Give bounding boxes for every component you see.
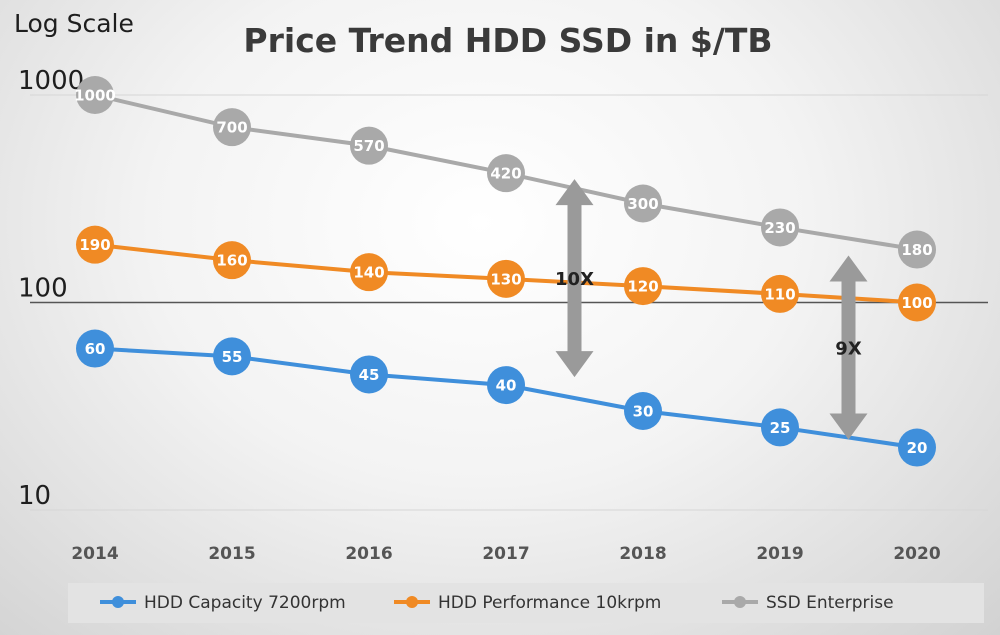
data-label: 570 xyxy=(353,137,384,155)
x-tick-label-2014: 2014 xyxy=(71,544,118,564)
data-point xyxy=(76,329,114,368)
series-lines: 60 55 45 40 30 25 20 190 160 140 130 120 110 100 1000 7… xyxy=(74,76,936,467)
y-scale-label: Log Scale xyxy=(14,9,134,38)
annotation-label-9x: 9X xyxy=(835,339,862,360)
x-axis-ticks: 2014 2015 2016 2017 2018 2019 2020 xyxy=(71,544,940,564)
data-label: 1000 xyxy=(74,87,116,105)
legend-swatch-marker xyxy=(406,596,418,608)
data-point xyxy=(761,408,799,447)
data-point xyxy=(898,428,936,467)
data-point xyxy=(761,208,799,247)
y-tick-label-10: 10 xyxy=(18,481,51,511)
legend-swatch-marker xyxy=(112,596,124,608)
legend-label: HDD Capacity 7200rpm xyxy=(144,593,346,613)
data-label: 160 xyxy=(216,252,247,270)
data-label: 420 xyxy=(490,165,521,183)
chart-title: Price Trend HDD SSD in $/TB xyxy=(243,21,772,60)
data-point xyxy=(350,126,388,165)
legend-item-hdd-capacity-7200rpm: HDD Capacity 7200rpm xyxy=(100,593,346,613)
data-label: 180 xyxy=(901,241,932,259)
data-point xyxy=(761,274,799,313)
data-point xyxy=(213,337,251,376)
series-hdd-capacity-7200rpm: 60 55 45 40 30 25 20 xyxy=(76,329,936,467)
data-point xyxy=(487,366,525,405)
data-point xyxy=(76,76,114,114)
legend-label: SSD Enterprise xyxy=(766,593,894,613)
data-label: 45 xyxy=(359,366,380,384)
data-label: 230 xyxy=(764,219,795,237)
data-label: 25 xyxy=(770,419,791,437)
data-label: 190 xyxy=(79,236,110,254)
gridlines xyxy=(30,94,988,511)
data-point xyxy=(624,391,662,430)
annotation-arrow-10x xyxy=(555,179,594,378)
data-point xyxy=(350,253,388,292)
data-label: 30 xyxy=(633,402,654,420)
data-label: 110 xyxy=(764,285,795,303)
x-tick-label-2016: 2016 xyxy=(345,544,392,564)
legend-label: HDD Performance 10krpm xyxy=(438,593,661,613)
legend: HDD Capacity 7200rpm HDD Performance 10kr… xyxy=(68,583,984,623)
data-point xyxy=(487,259,525,298)
annotation-9x: 9X xyxy=(829,255,868,440)
y-tick-label-1000: 1000 xyxy=(18,66,84,96)
x-tick-label-2015: 2015 xyxy=(208,544,255,564)
data-point xyxy=(213,241,251,280)
data-label: 700 xyxy=(216,119,247,137)
data-label: 140 xyxy=(353,264,384,282)
data-point xyxy=(624,267,662,306)
annotation-10x: 10X xyxy=(555,179,594,378)
data-label: 40 xyxy=(496,377,517,395)
series-hdd-performance-10krpm: 190 160 140 130 120 110 100 xyxy=(76,225,936,322)
annotation-arrow-9x xyxy=(829,255,868,440)
annotation-label-10x: 10X xyxy=(555,269,594,290)
data-label: 20 xyxy=(907,439,928,457)
data-label: 120 xyxy=(627,278,658,296)
data-point xyxy=(76,225,114,264)
legend-swatch-marker xyxy=(734,596,746,608)
data-point xyxy=(213,108,251,147)
data-label: 60 xyxy=(85,340,106,358)
x-tick-label-2017: 2017 xyxy=(482,544,529,564)
data-label: 100 xyxy=(901,294,932,312)
legend-box xyxy=(68,583,984,623)
y-axis-ticks: 1000 100 10 xyxy=(18,66,84,511)
data-point xyxy=(624,184,662,223)
y-tick-label-100: 100 xyxy=(18,274,68,304)
data-point xyxy=(898,230,936,269)
x-tick-label-2019: 2019 xyxy=(756,544,803,564)
data-point xyxy=(350,355,388,394)
data-label: 130 xyxy=(490,270,521,288)
data-label: 300 xyxy=(627,195,658,213)
x-tick-label-2018: 2018 xyxy=(619,544,666,564)
series-ssd-enterprise: 1000 700 570 420 300 230 180 xyxy=(74,76,936,269)
annotations: 10X 9X xyxy=(555,179,868,440)
data-point xyxy=(898,283,936,322)
x-tick-label-2020: 2020 xyxy=(893,544,940,564)
legend-item-hdd-performance-10krpm: HDD Performance 10krpm xyxy=(394,593,661,613)
data-point xyxy=(487,154,525,193)
data-label: 55 xyxy=(222,348,243,366)
legend-item-ssd-enterprise: SSD Enterprise xyxy=(722,593,894,613)
